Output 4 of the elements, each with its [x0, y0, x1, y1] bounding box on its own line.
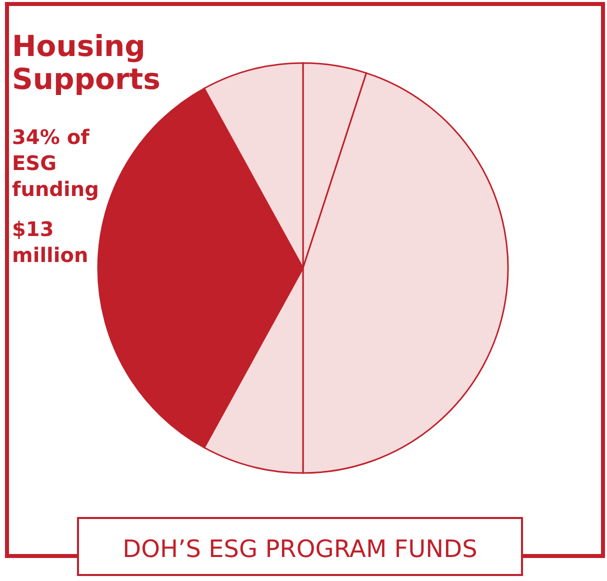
- text: $13 million: [12, 217, 88, 267]
- text: 34% of ESG funding: [12, 125, 99, 201]
- text: DOH’S ESG PROGRAM FUNDS: [122, 535, 478, 563]
- text: Housing Supports: [12, 29, 160, 96]
